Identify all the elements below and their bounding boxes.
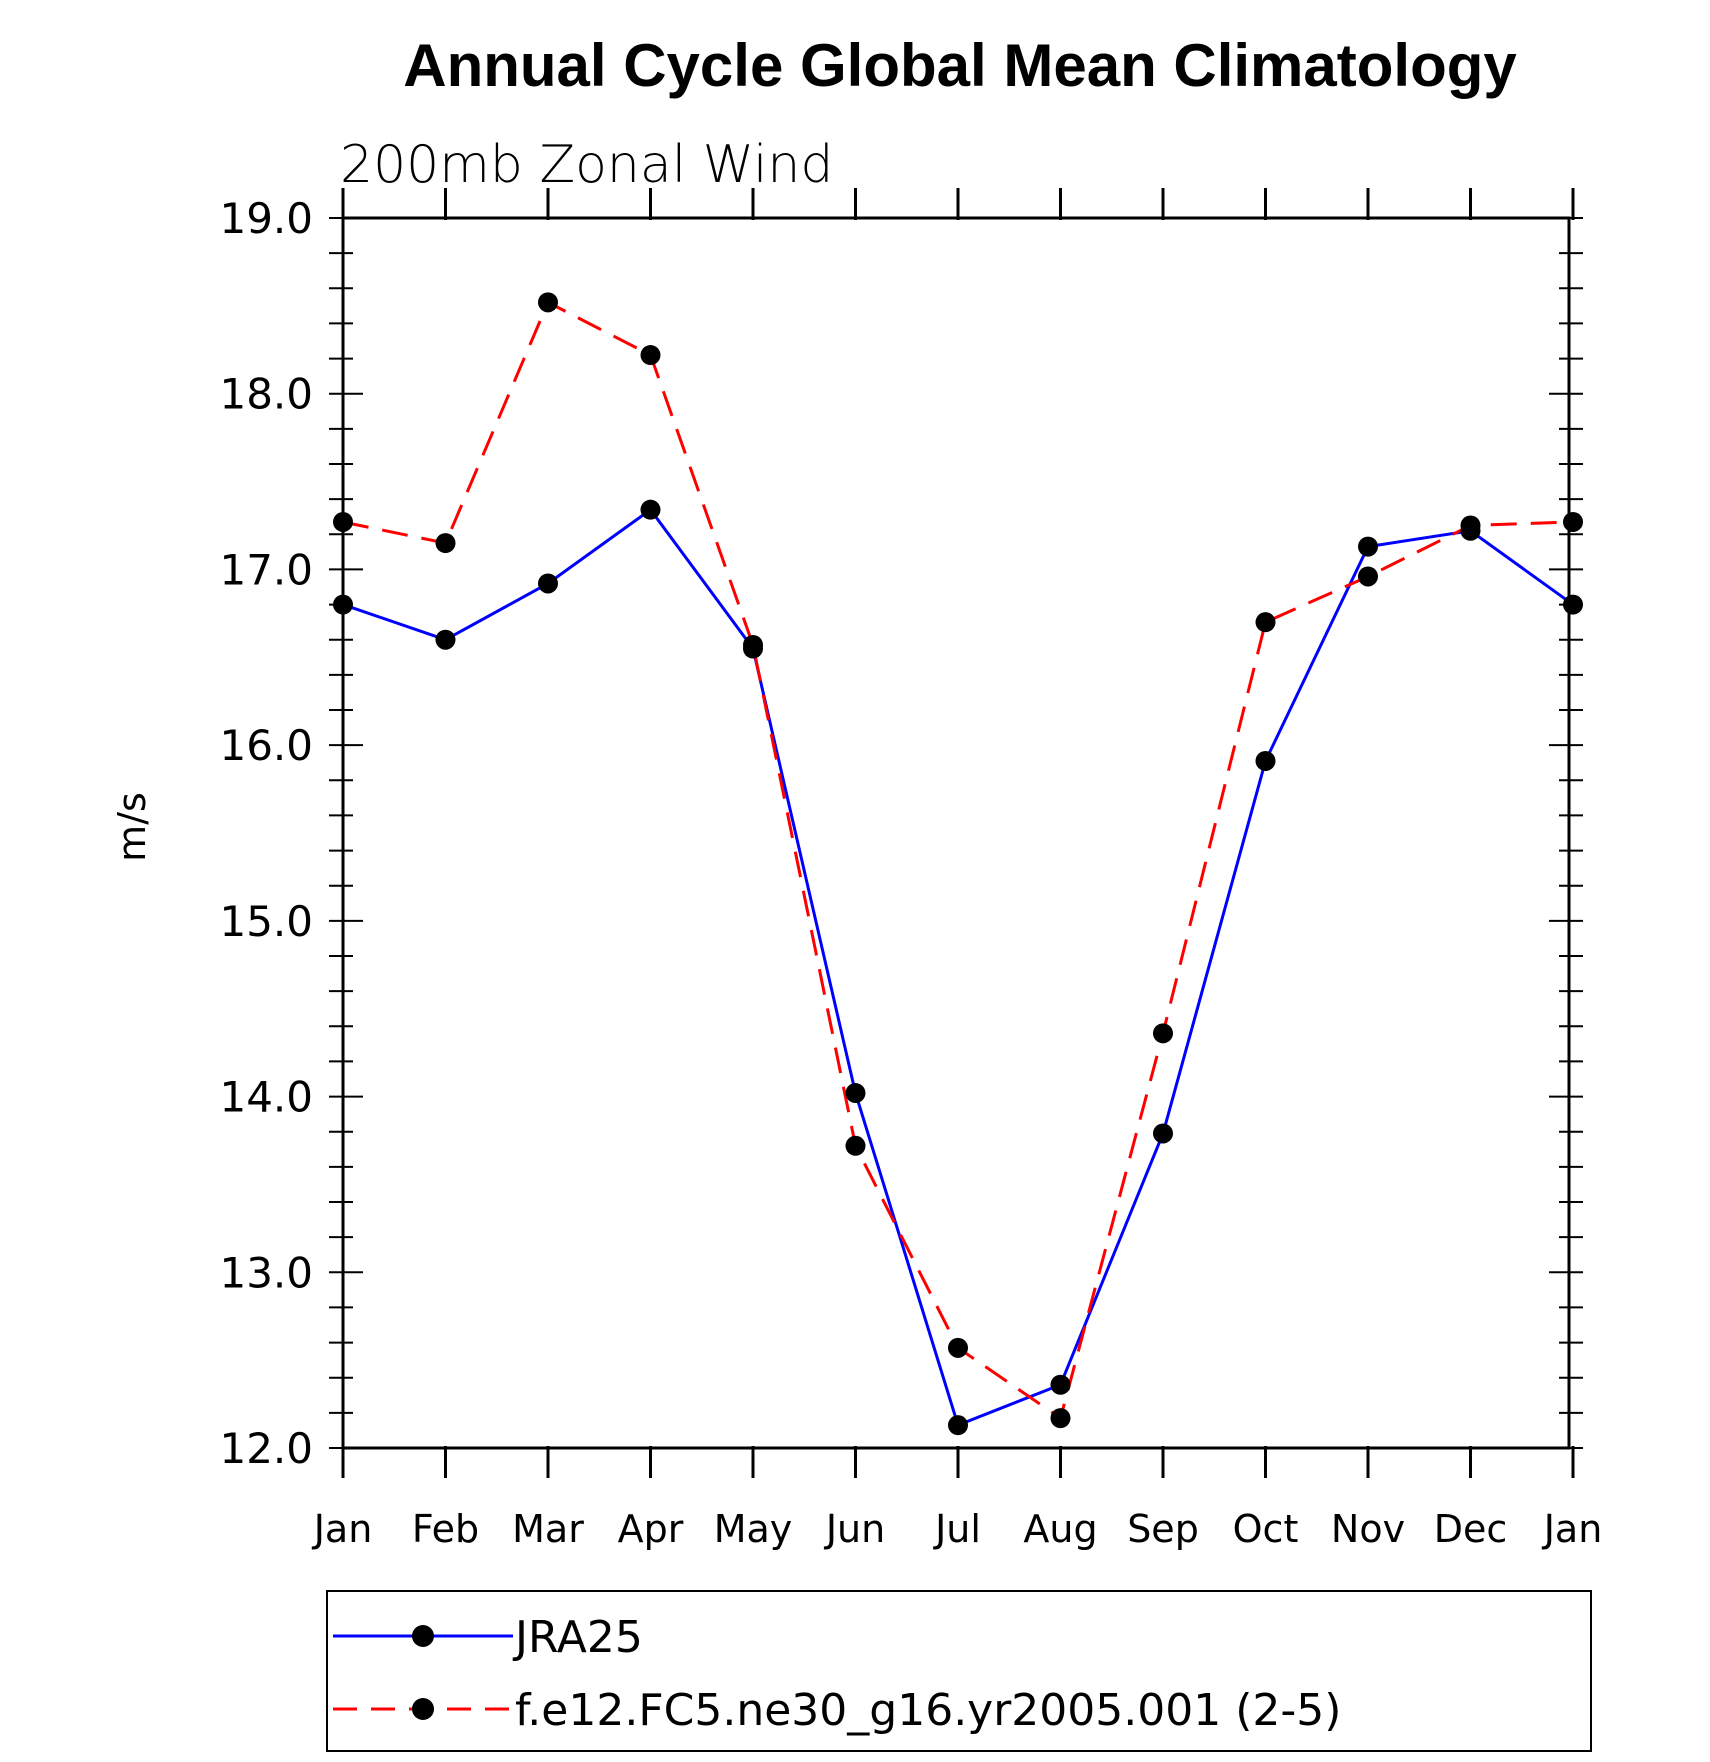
- series-1-point: [1358, 566, 1378, 587]
- legend-item-jra25: JRA25: [333, 1612, 643, 1663]
- series-0-point: [1563, 594, 1583, 615]
- series-1-point: [1153, 1023, 1173, 1044]
- series-1-point: [1050, 1408, 1071, 1429]
- y-tick-labels: 12.0 13.0 14.0 15.0 16.0 17.0 18.0 19.0: [219, 194, 313, 1473]
- chart-subtitle: 200mb Zonal Wind: [340, 135, 833, 195]
- series-0-point: [1255, 750, 1276, 771]
- x-tick-label: Jan: [312, 1507, 373, 1551]
- series-1-point: [1563, 511, 1583, 532]
- series-line-0: [342, 507, 1574, 1428]
- y-axis-label: m/s: [110, 792, 154, 862]
- x-tick-label: Mar: [512, 1507, 584, 1551]
- series-0-point: [1153, 1123, 1173, 1144]
- x-tick-label: Aug: [1023, 1507, 1097, 1551]
- x-tick-label: Jun: [824, 1507, 885, 1551]
- y-tick-label: 19.0: [219, 194, 313, 243]
- series-0-point: [845, 1083, 866, 1104]
- y-tick-label: 17.0: [219, 545, 313, 594]
- legend-marker-jra25: [412, 1625, 434, 1647]
- axis-ticks: [329, 188, 1583, 1478]
- series-1-point: [1255, 612, 1276, 633]
- series-line-1: [342, 300, 1574, 1421]
- x-tick-label: May: [714, 1507, 793, 1551]
- x-tick-label: Dec: [1434, 1507, 1508, 1551]
- series-1-point: [640, 345, 661, 366]
- x-tick-label: Apr: [618, 1507, 684, 1551]
- y-tick-label: 18.0: [219, 370, 313, 419]
- series-0-point: [1050, 1374, 1071, 1395]
- series-0-point: [640, 499, 661, 520]
- y-tick-label: 14.0: [219, 1073, 313, 1122]
- series-1-point: [845, 1135, 866, 1156]
- series-0-point: [538, 573, 558, 594]
- x-tick-label: Oct: [1233, 1507, 1299, 1551]
- legend-box: [326, 1590, 1592, 1752]
- x-tick-label: Sep: [1127, 1507, 1199, 1551]
- series-0-point: [1358, 536, 1378, 557]
- x-tick-labels: Jan Feb Mar Apr May Jun Jul Aug Sep Oct Nov Dec Jan: [312, 1507, 1603, 1551]
- x-tick-label: Jul: [933, 1507, 981, 1551]
- series-1-point: [333, 511, 353, 532]
- legend-marker-model: [412, 1698, 434, 1720]
- series-0-point: [333, 594, 353, 615]
- series-0-point: [435, 629, 456, 650]
- series-0-point: [948, 1415, 968, 1436]
- plot-frame: [341, 216, 1571, 1450]
- y-tick-label: 12.0: [219, 1424, 313, 1473]
- series-1-point: [538, 292, 558, 313]
- x-tick-label: Nov: [1331, 1507, 1405, 1551]
- series-1-point: [948, 1337, 968, 1358]
- x-tick-label: Feb: [412, 1507, 479, 1551]
- y-tick-label: 16.0: [219, 721, 313, 770]
- legend-label-jra25: JRA25: [512, 1612, 643, 1663]
- x-tick-label: Jan: [1542, 1507, 1603, 1551]
- chart-title: Annual Cycle Global Mean Climatology: [403, 32, 1517, 99]
- series-1-point: [1460, 515, 1481, 536]
- series-layer: [333, 292, 1583, 1436]
- y-tick-label: 13.0: [219, 1248, 313, 1297]
- legend-label-model: f.e12.FC5.ne30_g16.yr2005.001 (2-5): [515, 1685, 1341, 1736]
- series-1-point: [743, 634, 763, 655]
- y-tick-label: 15.0: [219, 897, 313, 946]
- series-1-point: [435, 533, 456, 554]
- legend-item-model: f.e12.FC5.ne30_g16.yr2005.001 (2-5): [333, 1685, 1341, 1736]
